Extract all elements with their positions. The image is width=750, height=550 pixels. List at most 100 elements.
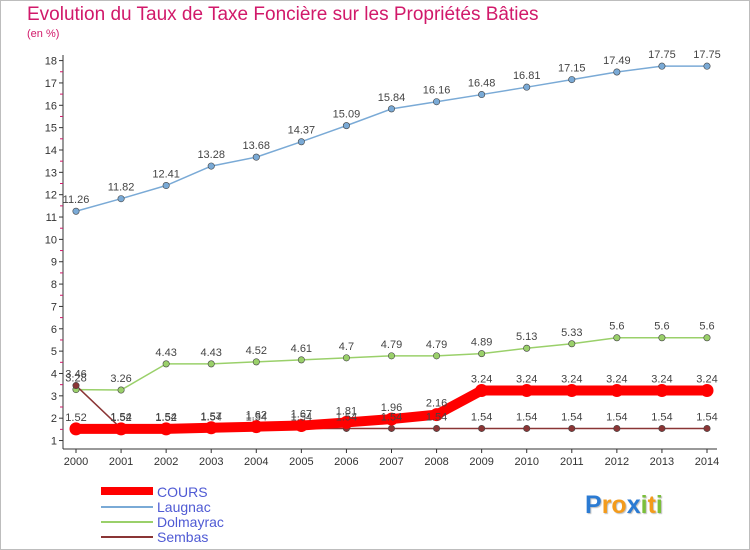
data-point-dolmayrac bbox=[523, 344, 531, 352]
legend-swatch-laugnac bbox=[101, 506, 153, 508]
data-point-cours bbox=[655, 383, 669, 397]
data-label-sembas: 1.54 bbox=[426, 411, 447, 423]
data-label-dolmayrac: 4.43 bbox=[155, 347, 176, 359]
y-tick-label: 1 bbox=[51, 436, 57, 448]
data-point-laugnac bbox=[433, 98, 441, 106]
data-point-laugnac bbox=[252, 153, 260, 161]
data-point-dolmayrac bbox=[162, 360, 170, 368]
chart-subtitle: (en %) bbox=[27, 28, 60, 40]
logo-letter: o bbox=[611, 491, 627, 519]
series-line-laugnac bbox=[75, 65, 708, 212]
logo-letter: i bbox=[640, 491, 648, 519]
legend-label-laugnac: Laugnac bbox=[157, 499, 211, 515]
legend-label-dolmayrac: Dolmayrac bbox=[157, 514, 224, 530]
y-tick-label: 16 bbox=[45, 100, 57, 112]
data-label-laugnac: 12.41 bbox=[152, 169, 180, 181]
x-tick-label: 2012 bbox=[605, 456, 629, 468]
data-point-cours bbox=[430, 408, 444, 422]
data-point-dolmayrac bbox=[568, 340, 576, 348]
data-label-dolmayrac: 5.6 bbox=[609, 321, 624, 333]
data-label-laugnac: 17.15 bbox=[558, 63, 586, 75]
data-point-cours bbox=[339, 415, 353, 429]
data-point-laugnac bbox=[117, 195, 125, 203]
y-tick-label: 17 bbox=[45, 78, 57, 90]
data-point-sembas bbox=[568, 424, 576, 432]
data-label-sembas: 1.54 bbox=[246, 411, 267, 423]
y-tick-label: 12 bbox=[45, 190, 57, 202]
data-label-sembas: 1.54 bbox=[696, 411, 717, 423]
data-label-laugnac: 17.75 bbox=[648, 49, 676, 61]
data-label-dolmayrac: 4.52 bbox=[246, 345, 267, 357]
data-label-sembas: 1.54 bbox=[471, 411, 492, 423]
data-point-sembas bbox=[433, 424, 441, 432]
x-tick-label: 2008 bbox=[424, 456, 448, 468]
data-label-cours: 3.24 bbox=[651, 373, 672, 385]
logo-letter: P bbox=[585, 491, 602, 519]
data-label-laugnac: 17.49 bbox=[603, 55, 631, 67]
data-point-laugnac bbox=[478, 91, 486, 99]
data-label-cours: 3.24 bbox=[471, 373, 492, 385]
data-point-laugnac bbox=[72, 207, 80, 215]
data-label-dolmayrac: 4.7 bbox=[339, 341, 354, 353]
data-point-laugnac bbox=[207, 162, 215, 170]
data-label-dolmayrac: 4.43 bbox=[201, 347, 222, 359]
x-tick-label: 2004 bbox=[244, 456, 268, 468]
y-tick-label: 5 bbox=[51, 346, 57, 358]
data-label-dolmayrac: 5.33 bbox=[561, 327, 582, 339]
data-label-cours: 1.57 bbox=[201, 411, 222, 423]
data-point-dolmayrac bbox=[387, 352, 395, 360]
data-point-sembas bbox=[72, 382, 80, 390]
data-point-cours bbox=[294, 419, 308, 433]
data-point-laugnac bbox=[297, 138, 305, 146]
data-point-cours bbox=[520, 383, 534, 397]
data-label-sembas: 1.54 bbox=[201, 411, 222, 423]
legend-swatch-cours bbox=[101, 487, 153, 495]
data-point-dolmayrac bbox=[433, 352, 441, 360]
data-label-sembas: 1.54 bbox=[606, 411, 627, 423]
data-label-laugnac: 16.16 bbox=[423, 85, 451, 97]
y-tick-label: 10 bbox=[45, 234, 57, 246]
data-label-cours: 1.52 bbox=[110, 412, 131, 424]
data-point-sembas bbox=[523, 424, 531, 432]
data-point-laugnac bbox=[568, 76, 576, 84]
data-point-laugnac bbox=[342, 122, 350, 130]
data-label-cours: 1.52 bbox=[65, 412, 86, 424]
data-point-cours bbox=[385, 412, 398, 426]
y-tick-label: 7 bbox=[51, 301, 57, 313]
data-label-dolmayrac: 3.28 bbox=[65, 373, 86, 385]
data-point-cours bbox=[159, 422, 173, 436]
data-label-laugnac: 17.75 bbox=[693, 49, 721, 61]
data-point-laugnac bbox=[387, 105, 395, 113]
data-label-sembas: 1.54 bbox=[155, 411, 176, 423]
data-label-cours: 1.81 bbox=[336, 405, 357, 417]
data-point-cours bbox=[69, 422, 83, 436]
x-tick-label: 2011 bbox=[560, 456, 584, 468]
logo-letter: x bbox=[626, 491, 641, 519]
data-label-laugnac: 11.26 bbox=[63, 194, 90, 206]
data-label-laugnac: 13.68 bbox=[243, 140, 271, 152]
y-tick-label: 3 bbox=[51, 391, 57, 403]
data-label-sembas: 1.54 bbox=[561, 411, 582, 423]
data-point-dolmayrac bbox=[297, 356, 305, 364]
legend-label-sembas: Sembas bbox=[157, 529, 209, 545]
data-point-laugnac bbox=[162, 182, 170, 190]
data-point-cours bbox=[700, 383, 714, 397]
data-point-laugnac bbox=[523, 83, 531, 91]
series-points bbox=[69, 62, 714, 436]
y-tick-label: 14 bbox=[45, 145, 57, 157]
data-label-sembas: 3.46 bbox=[65, 369, 86, 381]
data-label-dolmayrac: 5.6 bbox=[699, 321, 714, 333]
logo-letter: t bbox=[647, 491, 656, 519]
data-point-laugnac bbox=[613, 68, 621, 76]
data-label-cours: 1.96 bbox=[381, 402, 402, 414]
data-point-cours bbox=[565, 383, 579, 397]
x-tick-label: 2000 bbox=[64, 456, 88, 468]
y-tick-label: 11 bbox=[46, 212, 57, 224]
data-label-cours: 3.24 bbox=[516, 373, 537, 385]
chart-title: Evolution du Taux de Taxe Foncière sur l… bbox=[27, 4, 539, 25]
data-label-cours: 3.24 bbox=[696, 373, 717, 385]
data-label-sembas: 1.54 bbox=[336, 411, 357, 423]
